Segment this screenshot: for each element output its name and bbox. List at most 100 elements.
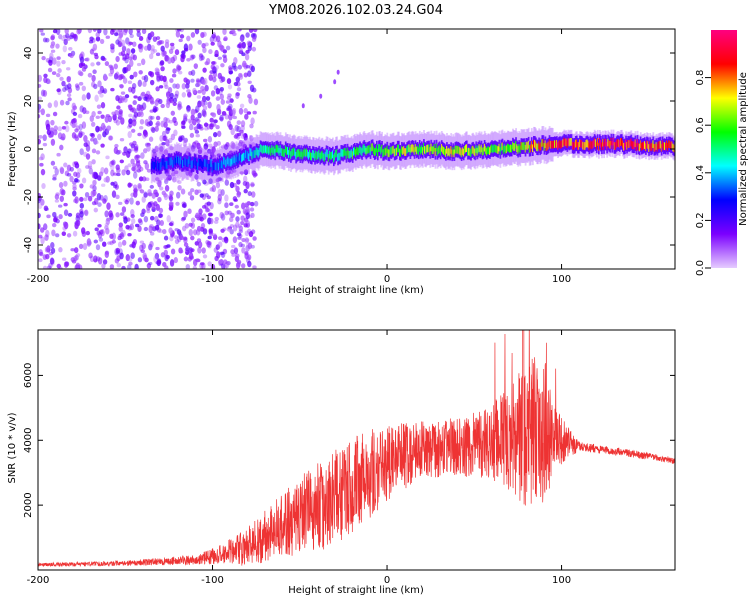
noise-point	[249, 207, 255, 212]
noise-point	[192, 87, 197, 94]
noise-point	[242, 133, 247, 137]
noise-point	[209, 117, 214, 123]
noise-point	[131, 128, 136, 133]
ridge-core	[549, 140, 552, 149]
noise-point	[109, 212, 114, 221]
ridge-core	[619, 138, 622, 146]
noise-point	[119, 138, 125, 142]
noise-point	[75, 125, 81, 131]
ridge-core	[188, 156, 191, 164]
noise-point	[253, 98, 259, 106]
noise-point	[61, 133, 66, 141]
noise-point	[91, 148, 97, 154]
noise-point	[155, 246, 160, 251]
noise-point	[212, 61, 217, 65]
noise-point	[49, 257, 55, 265]
ridge-core	[235, 154, 238, 162]
noise-point	[150, 44, 155, 52]
noise-point	[149, 71, 155, 78]
noise-point	[169, 259, 175, 267]
noise-point	[121, 206, 127, 213]
ridge-core	[518, 144, 521, 152]
noise-point	[38, 258, 43, 263]
ridge-core	[176, 155, 178, 163]
noise-point	[72, 117, 77, 124]
noise-point	[42, 142, 48, 147]
noise-point	[50, 160, 56, 166]
noise-point	[245, 32, 250, 38]
ridge-core	[419, 146, 422, 155]
noise-point	[85, 57, 90, 62]
noise-point	[175, 201, 180, 206]
noise-point	[248, 230, 254, 238]
ridge-core	[357, 147, 359, 156]
ridge-core	[401, 145, 403, 154]
noise-point	[166, 91, 171, 99]
ridge-core	[623, 142, 625, 151]
ridge-core	[302, 149, 305, 158]
ridge-core	[422, 147, 424, 155]
ridge-core	[202, 161, 204, 170]
noise-point	[209, 217, 214, 225]
ridge-core	[640, 142, 643, 151]
noise-point	[120, 117, 125, 125]
ridge-core	[440, 144, 443, 152]
ridge-core	[321, 150, 324, 159]
noise-point	[197, 39, 202, 45]
ridge-core	[611, 141, 614, 149]
noise-point	[146, 262, 152, 269]
noise-point	[242, 60, 247, 68]
noise-point	[168, 227, 173, 234]
noise-point	[127, 163, 132, 168]
ridge-core	[652, 140, 655, 148]
ridge-core	[437, 146, 440, 155]
ridge-core	[167, 157, 170, 165]
ridge-core	[635, 143, 638, 151]
noise-point	[232, 224, 238, 232]
noise-point	[172, 97, 178, 103]
noise-point	[187, 91, 192, 98]
noise-point	[190, 78, 195, 83]
noise-point	[196, 103, 201, 108]
y-tick-label: 2000	[23, 492, 34, 517]
ridge-core	[490, 145, 492, 154]
noise-point	[120, 39, 126, 47]
noise-point	[97, 80, 102, 88]
noise-point	[215, 96, 221, 101]
noise-point	[222, 56, 228, 64]
noise-point	[74, 162, 80, 169]
noise-point	[81, 227, 86, 235]
noise-point	[202, 254, 208, 259]
noise-point	[235, 253, 240, 259]
noise-point	[234, 124, 239, 132]
noise-point	[137, 257, 143, 263]
noise-point	[192, 265, 197, 269]
ridge-core	[507, 144, 510, 152]
y-tick-label: 40	[23, 47, 34, 60]
ridge-core	[627, 139, 630, 148]
noise-point	[38, 108, 41, 113]
noise-point	[134, 143, 139, 151]
noise-point	[177, 103, 182, 111]
noise-point	[185, 151, 190, 156]
noise-point	[214, 255, 219, 262]
noise-point	[110, 163, 115, 171]
ridge-core	[491, 144, 493, 152]
noise-point	[225, 142, 230, 148]
noise-point	[176, 229, 182, 235]
ridge-core	[636, 138, 639, 147]
noise-point	[249, 135, 254, 142]
noise-point	[159, 135, 164, 142]
ridge-core	[564, 138, 567, 147]
noise-point	[252, 110, 257, 115]
ridge-core	[291, 148, 293, 157]
x-tick-label: -100	[201, 274, 224, 285]
noise-point	[52, 165, 58, 170]
noise-point	[181, 125, 186, 129]
ridge-core	[234, 157, 237, 165]
noise-point	[194, 189, 199, 196]
ridge-core	[656, 143, 659, 152]
ridge-core	[154, 161, 156, 170]
noise-point	[230, 249, 235, 255]
noise-point	[218, 241, 223, 248]
